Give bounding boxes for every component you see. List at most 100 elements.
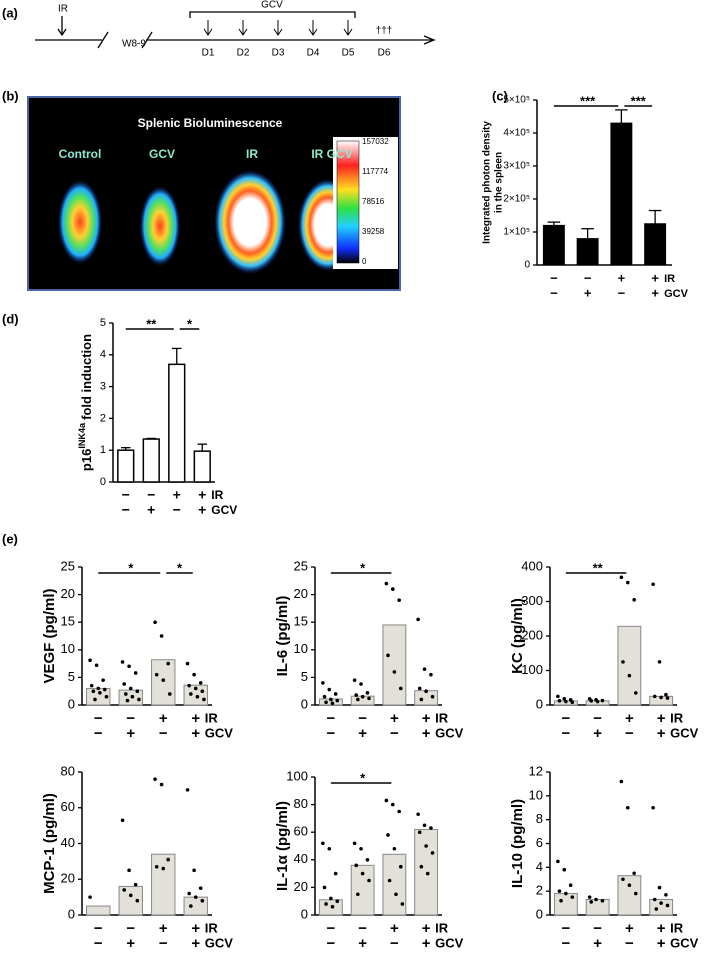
data-point bbox=[327, 846, 332, 851]
day-arrow-head bbox=[238, 28, 248, 36]
data-point bbox=[354, 863, 359, 868]
condition-sign: + bbox=[126, 725, 135, 742]
data-point bbox=[619, 575, 624, 580]
data-point bbox=[587, 895, 592, 899]
condition-sign: + bbox=[625, 920, 634, 937]
y-tick-label: 0 bbox=[100, 476, 106, 488]
timeline-break: W8-9 bbox=[122, 39, 146, 50]
significance-label: ** bbox=[593, 560, 604, 575]
data-point bbox=[621, 660, 625, 664]
y-tick-label: 25 bbox=[294, 558, 308, 573]
condition-name: GCV bbox=[205, 725, 234, 740]
significance-label: * bbox=[360, 770, 366, 785]
condition-sign: − bbox=[159, 725, 168, 742]
condition-name: GCV bbox=[670, 725, 699, 740]
bar bbox=[414, 828, 439, 916]
data-point bbox=[651, 582, 655, 587]
condition-sign: − bbox=[550, 285, 558, 300]
condition-sign: + bbox=[657, 710, 666, 727]
y-tick-label: 15 bbox=[294, 614, 308, 629]
data-point bbox=[562, 867, 567, 872]
condition-sign: − bbox=[390, 935, 399, 952]
y-tick-label: 0 bbox=[68, 906, 75, 921]
data-point bbox=[153, 620, 157, 624]
y-axis-label: IL-6 (pg/ml) bbox=[274, 596, 291, 677]
data-point bbox=[398, 864, 403, 869]
y-tick-label: 0 bbox=[536, 696, 543, 711]
data-point bbox=[187, 891, 191, 896]
condition-sign: + bbox=[657, 920, 666, 937]
condition-sign: + bbox=[159, 710, 168, 727]
data-point bbox=[120, 818, 125, 823]
condition-sign: + bbox=[191, 710, 200, 727]
condition-sign: + bbox=[422, 710, 431, 727]
bar bbox=[617, 875, 642, 916]
y-tick-label: 10 bbox=[61, 641, 75, 656]
condition-sign: + bbox=[191, 935, 200, 952]
condition-sign: − bbox=[326, 920, 335, 937]
condition-sign: + bbox=[618, 270, 626, 285]
data-point bbox=[619, 779, 624, 784]
condition-sign: − bbox=[122, 487, 130, 503]
significance-label: * bbox=[187, 316, 193, 331]
data-point bbox=[633, 891, 638, 896]
y-tick-label: 3 bbox=[100, 381, 106, 393]
condition-name: GCV bbox=[211, 503, 237, 517]
data-point bbox=[185, 788, 190, 792]
data-point bbox=[651, 805, 655, 810]
panel-label: (a) bbox=[2, 5, 18, 20]
condition-sign: − bbox=[326, 710, 335, 727]
y-tick-label: 20 bbox=[294, 586, 308, 601]
spleen-images bbox=[58, 170, 358, 274]
data-point bbox=[595, 699, 600, 704]
condition-sign: + bbox=[593, 725, 602, 742]
condition-sign: − bbox=[147, 487, 155, 503]
condition-sign: − bbox=[94, 725, 103, 742]
data-point bbox=[122, 888, 126, 892]
data-point bbox=[627, 673, 632, 678]
y-tick-label: 5 bbox=[100, 317, 106, 329]
y-axis-label: IL-1α (pg/ml) bbox=[274, 801, 291, 891]
data-point bbox=[198, 681, 203, 685]
data-point bbox=[127, 664, 131, 669]
condition-sign: − bbox=[126, 710, 135, 727]
condition-sign: + bbox=[593, 935, 602, 952]
data-point bbox=[600, 898, 605, 903]
data-point bbox=[133, 882, 138, 887]
data-point bbox=[88, 895, 92, 899]
bar bbox=[617, 625, 642, 706]
condition-sign: + bbox=[198, 487, 206, 503]
condition-sign: + bbox=[422, 725, 431, 742]
data-point bbox=[394, 892, 398, 897]
data-point bbox=[330, 904, 335, 909]
data-point bbox=[327, 687, 332, 692]
colorbar-tick-label: 157032 bbox=[362, 137, 389, 146]
data-point bbox=[657, 660, 662, 664]
y-tick-label: 2 bbox=[100, 412, 106, 424]
y-axis-label: MCP-1 (pg/ml) bbox=[41, 793, 58, 894]
bar bbox=[183, 896, 208, 916]
timeline-start: IR bbox=[58, 4, 68, 15]
data-point bbox=[161, 866, 166, 871]
data-point bbox=[430, 851, 435, 855]
condition-sign: − bbox=[173, 502, 181, 518]
data-point bbox=[557, 889, 562, 893]
data-point bbox=[321, 841, 325, 846]
y-tick-label: 60 bbox=[294, 824, 308, 839]
data-point bbox=[128, 686, 133, 691]
condition-sign: − bbox=[618, 285, 626, 300]
data-point bbox=[559, 898, 563, 903]
data-point bbox=[127, 868, 131, 873]
y-tick-label: 0 bbox=[68, 696, 75, 711]
condition-sign: + bbox=[173, 487, 181, 503]
data-point bbox=[329, 697, 333, 702]
y-tick-label: 200 bbox=[521, 627, 543, 642]
condition-sign: + bbox=[126, 935, 135, 952]
image-group-label: IR GCV bbox=[311, 147, 352, 161]
image-group-label: IR bbox=[246, 147, 258, 161]
condition-name: IR bbox=[435, 710, 449, 725]
data-point bbox=[632, 871, 636, 876]
data-point bbox=[198, 886, 203, 890]
bar bbox=[118, 689, 143, 706]
data-point bbox=[88, 658, 92, 663]
